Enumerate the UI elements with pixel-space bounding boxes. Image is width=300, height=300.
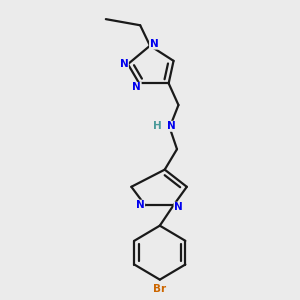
Text: N: N <box>120 59 128 69</box>
Text: H: H <box>153 121 162 131</box>
Text: N: N <box>150 39 158 49</box>
Text: N: N <box>167 121 176 131</box>
Text: Br: Br <box>153 284 167 294</box>
Text: N: N <box>132 82 141 92</box>
Text: N: N <box>174 202 183 212</box>
Text: N: N <box>136 200 145 210</box>
